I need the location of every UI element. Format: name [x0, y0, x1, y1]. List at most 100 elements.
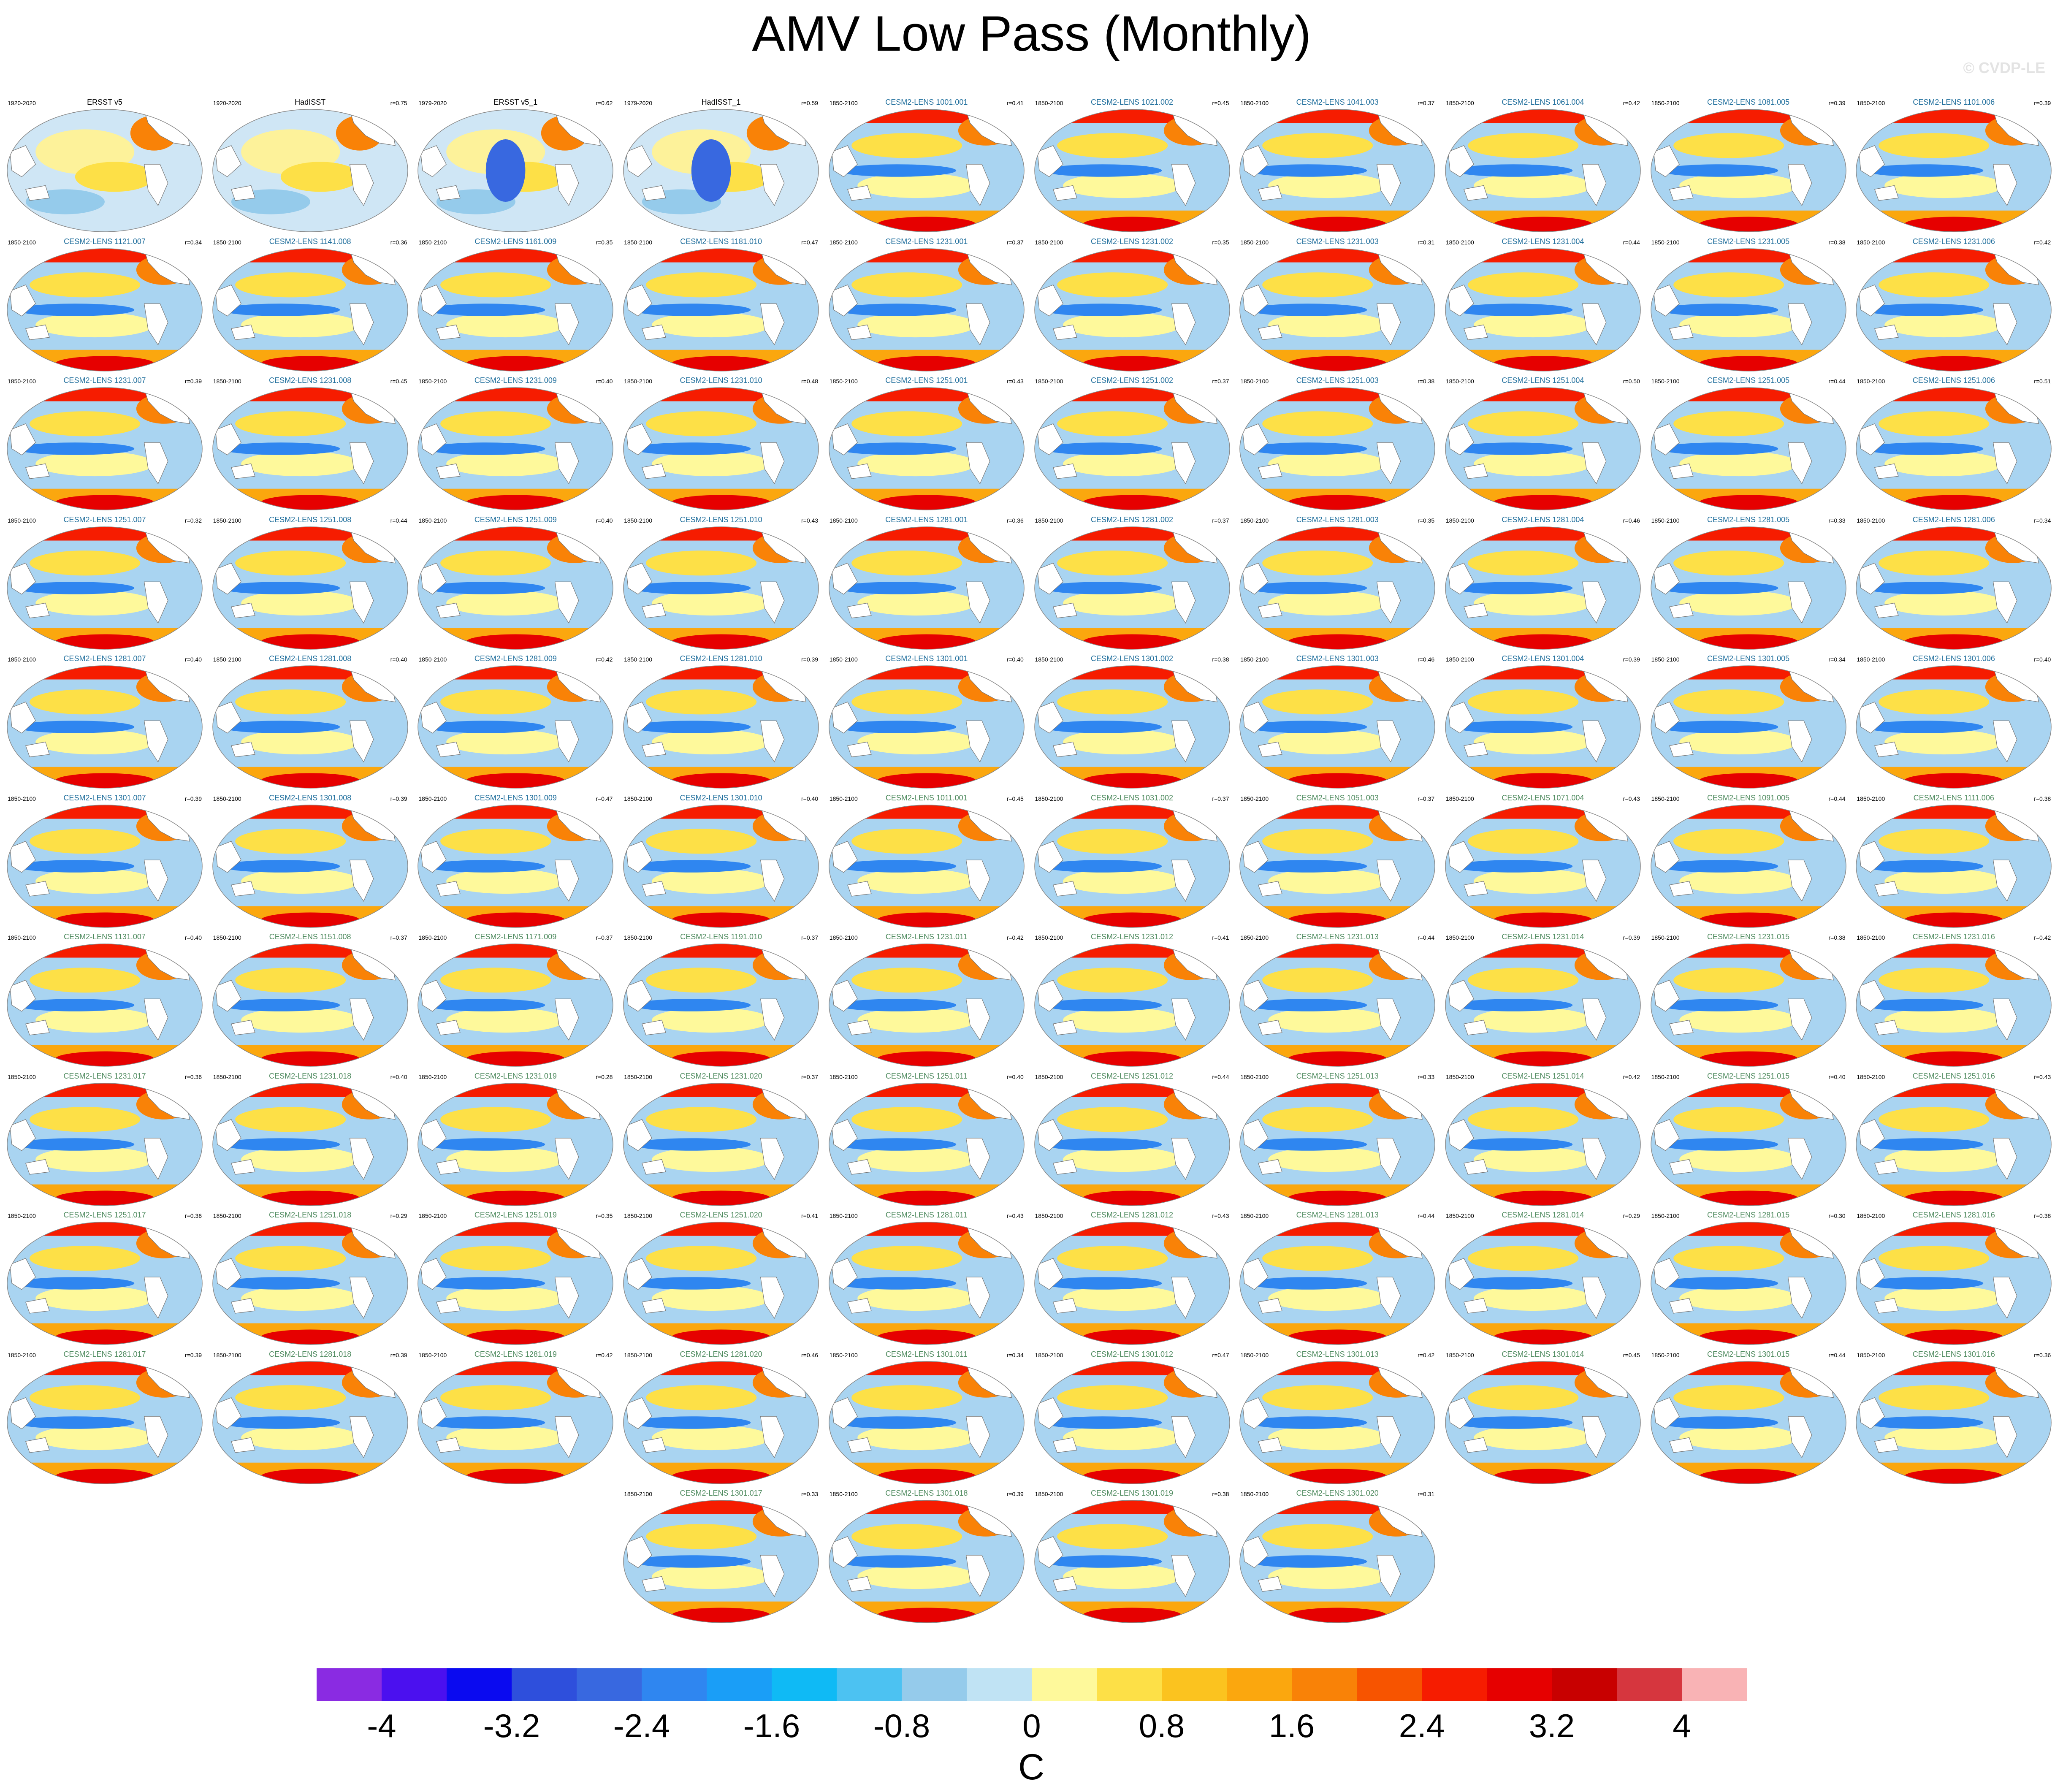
warm-anomaly	[418, 805, 613, 819]
warm-anomaly	[877, 356, 976, 371]
panel-title: CESM2-LENS 1071.004	[1502, 793, 1584, 802]
panel-title: CESM2-LENS 1231.010	[680, 376, 762, 385]
warm-anomaly	[30, 1246, 141, 1271]
map-outline	[1239, 526, 1435, 650]
continent-outline	[25, 1159, 50, 1175]
panel-period: 1850-2100	[1651, 100, 1680, 106]
map-outline	[212, 248, 408, 371]
warm-anomaly	[30, 411, 141, 436]
panel-title: CESM2-LENS 1231.014	[1502, 933, 1584, 941]
continent-outline	[420, 1258, 447, 1290]
cool-anomaly	[1043, 859, 1162, 873]
warm-anomaly	[1445, 526, 1640, 541]
map-projection	[1856, 665, 2052, 789]
map-panel: CESM2-LENS 1081.005 1850-2100 r=0.39	[1646, 98, 1852, 237]
map-panel: CESM2-LENS 1281.013 1850-2100 r=0.44	[1234, 1211, 1440, 1350]
map-outline	[1445, 804, 1641, 928]
panel-title: CESM2-LENS 1251.017	[63, 1211, 146, 1219]
map-outline	[1650, 387, 1846, 510]
panel-title: CESM2-LENS 1281.019	[474, 1350, 557, 1358]
continent-outline	[1669, 881, 1694, 897]
warm-anomaly	[418, 1361, 613, 1375]
continent-outline	[1037, 562, 1063, 595]
cool-anomaly	[1454, 442, 1573, 455]
panel-correlation: r=0.34	[1828, 656, 1846, 663]
colorbar-swatch	[1227, 1668, 1292, 1701]
continent-outline	[1037, 1119, 1063, 1151]
continent-outline	[144, 1138, 168, 1180]
warm-anomaly	[440, 272, 551, 297]
panel-title: CESM2-LENS 1301.016	[1912, 1350, 1995, 1358]
colorbar-swatch	[447, 1668, 512, 1701]
cool-anomaly	[426, 859, 545, 873]
warm-anomaly	[1445, 109, 1640, 123]
panel-title: CESM2-LENS 1231.002	[1090, 237, 1174, 246]
cool-anomaly	[1043, 1138, 1162, 1151]
cool-anomaly	[838, 999, 956, 1011]
map-panel: CESM2-LENS 1231.001 1850-2100 r=0.37	[824, 237, 1030, 377]
continent-outline	[436, 1159, 461, 1175]
warm-anomaly	[1474, 590, 1592, 615]
panel-title: CESM2-LENS 1141.008	[269, 237, 351, 246]
panel-title: CESM2-LENS 1231.001	[885, 237, 968, 246]
warm-anomaly	[857, 451, 976, 477]
continent-outline	[847, 1437, 872, 1453]
warm-anomaly	[1879, 133, 1990, 158]
cool-anomaly	[1043, 164, 1162, 177]
map-outline	[1034, 109, 1230, 232]
map-projection	[829, 387, 1025, 510]
warm-anomaly	[1034, 1500, 1230, 1514]
cool-anomaly	[632, 1138, 751, 1151]
warm-anomaly	[1268, 1564, 1387, 1589]
warm-anomaly	[1034, 388, 1230, 401]
continent-outline	[1377, 998, 1401, 1041]
warm-anomaly	[672, 495, 771, 510]
panel-correlation: r=0.41	[1212, 934, 1229, 941]
warm-anomaly	[55, 495, 154, 510]
map-panel: CESM2-LENS 1301.005 1850-2100 r=0.34	[1646, 654, 1852, 794]
warm-anomaly	[1034, 805, 1230, 819]
map-projection	[212, 1361, 408, 1484]
warm-anomaly	[624, 1222, 819, 1236]
cool-anomaly	[632, 1277, 751, 1290]
panel-correlation: r=0.43	[1006, 1212, 1024, 1219]
warm-anomaly	[1288, 1469, 1387, 1484]
warm-anomaly	[1063, 1285, 1182, 1311]
continent-outline	[626, 284, 653, 317]
warm-anomaly	[1468, 133, 1579, 158]
continent-outline	[9, 423, 36, 455]
warm-anomaly	[212, 944, 408, 958]
cool-anomaly	[632, 1416, 751, 1429]
continent-outline	[1052, 1159, 1077, 1175]
warm-anomaly	[1699, 217, 1798, 232]
continent-outline	[760, 998, 785, 1041]
map-outline	[623, 248, 819, 371]
warm-anomaly	[624, 388, 819, 401]
map-projection	[1034, 1082, 1230, 1206]
warm-anomaly	[1673, 828, 1784, 854]
panel-period: 1850-2100	[418, 1212, 447, 1219]
continent-outline	[1037, 145, 1063, 177]
panel-period: 1850-2100	[1445, 100, 1474, 106]
warm-anomaly	[1651, 944, 1846, 958]
warm-anomaly	[829, 1361, 1024, 1375]
continent-outline	[1258, 1437, 1282, 1453]
panel-title: CESM2-LENS 1301.003	[1296, 654, 1379, 663]
map-panel: CESM2-LENS 1231.020 1850-2100 r=0.37	[618, 1072, 824, 1211]
cool-anomaly	[1865, 1138, 1984, 1151]
map-projection	[1034, 109, 1230, 232]
continent-outline	[626, 145, 653, 177]
continent-outline	[436, 1019, 461, 1036]
map-outline	[1445, 387, 1641, 510]
panel-correlation: r=0.31	[1418, 239, 1435, 246]
warm-anomaly	[672, 1190, 771, 1206]
warm-anomaly	[1063, 590, 1182, 615]
map-panel: CESM2-LENS 1231.007 1850-2100 r=0.39	[2, 376, 208, 515]
panel-correlation: r=0.45	[1006, 795, 1024, 802]
panel-title: CESM2-LENS 1281.013	[1296, 1211, 1379, 1219]
continent-outline	[1859, 1397, 1885, 1429]
map-projection	[1650, 526, 1846, 650]
map-outline	[417, 1082, 614, 1206]
map-outline	[1856, 526, 2052, 650]
map-projection	[1445, 387, 1641, 510]
